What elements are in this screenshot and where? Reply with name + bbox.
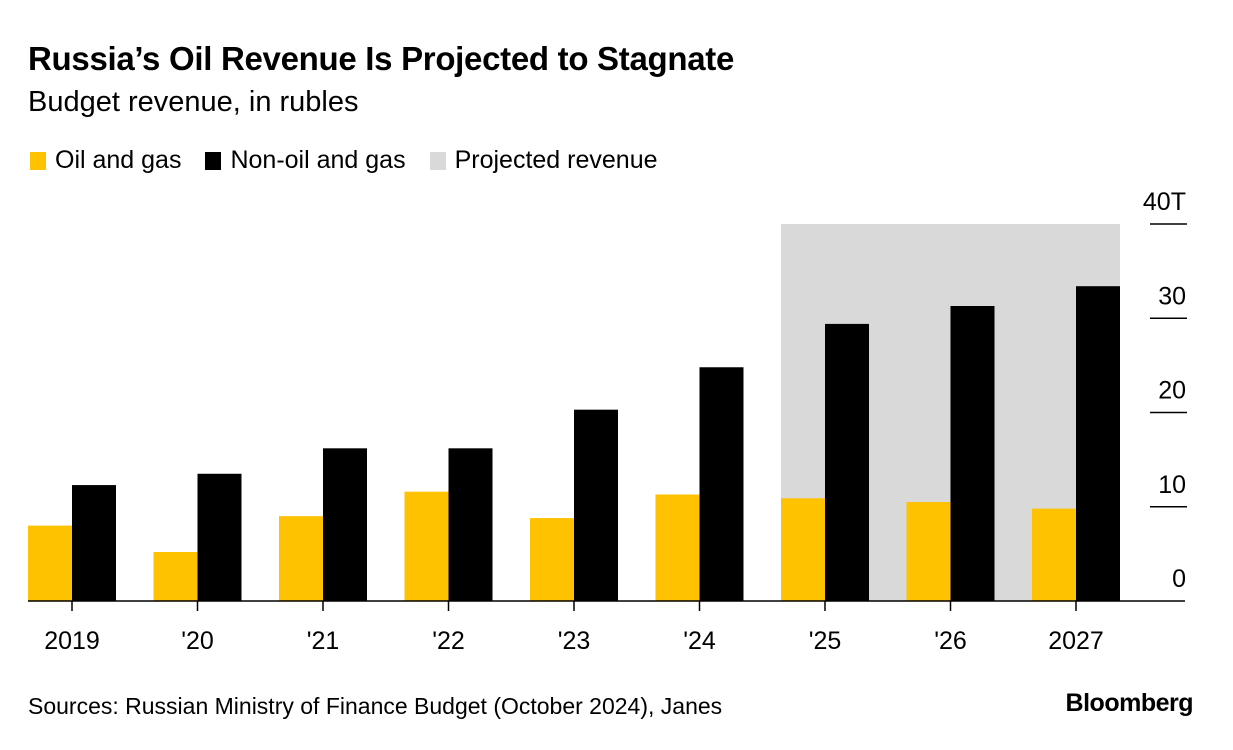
bar-non-oil-gas <box>323 448 367 601</box>
legend-label: Non-oil and gas <box>230 146 406 174</box>
bar-non-oil-gas <box>197 473 242 601</box>
bar-non-oil-gas <box>574 409 618 601</box>
bar-non-oil-gas <box>950 305 995 601</box>
bar-non-oil-gas <box>699 367 744 601</box>
x-tick-label: '20 <box>181 627 214 655</box>
legend: Oil and gas Non-oil and gas Projected re… <box>30 146 682 175</box>
y-tick-label: 10 <box>1158 471 1186 499</box>
legend-swatch-non-oil-gas <box>205 151 222 170</box>
x-tick-label: 2027 <box>1048 627 1104 655</box>
bar-oil-gas <box>153 551 198 601</box>
y-tick-label: 40T <box>1143 188 1186 216</box>
legend-item-non-oil-gas: Non-oil and gas <box>205 146 406 175</box>
y-tick-label: 0 <box>1172 565 1186 593</box>
legend-item-oil-gas: Oil and gas <box>30 146 181 175</box>
bloomberg-logo: Bloomberg <box>1065 689 1194 717</box>
legend-item-projected: Projected revenue <box>429 146 658 175</box>
bar-non-oil-gas <box>448 448 493 601</box>
y-tick-label: 20 <box>1158 377 1186 405</box>
bar-oil-gas <box>906 502 951 601</box>
bar-oil-gas <box>28 525 72 601</box>
x-tick-label: 2019 <box>44 627 100 655</box>
source-note: Sources: Russian Ministry of Finance Bud… <box>28 693 723 719</box>
bar-oil-gas <box>279 516 323 601</box>
legend-label: Oil and gas <box>55 146 182 174</box>
bar-non-oil-gas <box>1076 286 1120 601</box>
legend-swatch-projected <box>429 151 446 170</box>
bar-oil-gas <box>781 498 825 601</box>
y-tick-label: 30 <box>1158 282 1186 310</box>
bar-non-oil-gas <box>825 323 869 601</box>
chart-title: Russia’s Oil Revenue Is Projected to Sta… <box>28 40 735 77</box>
bar-oil-gas <box>530 518 574 601</box>
legend-label: Projected revenue <box>454 146 658 174</box>
x-tick-label: '23 <box>558 627 591 655</box>
x-tick-label: '22 <box>432 627 465 655</box>
bar-oil-gas <box>404 491 449 601</box>
x-tick-label: '24 <box>683 627 716 655</box>
bar-oil-gas <box>655 494 700 601</box>
x-tick-label: '21 <box>307 627 340 655</box>
x-tick-label: '26 <box>934 627 967 655</box>
bar-oil-gas <box>1032 508 1076 601</box>
bar-non-oil-gas <box>72 485 116 601</box>
chart-subtitle: Budget revenue, in rubles <box>28 86 359 118</box>
legend-swatch-oil-gas <box>30 151 46 170</box>
x-tick-label: '25 <box>809 627 842 655</box>
